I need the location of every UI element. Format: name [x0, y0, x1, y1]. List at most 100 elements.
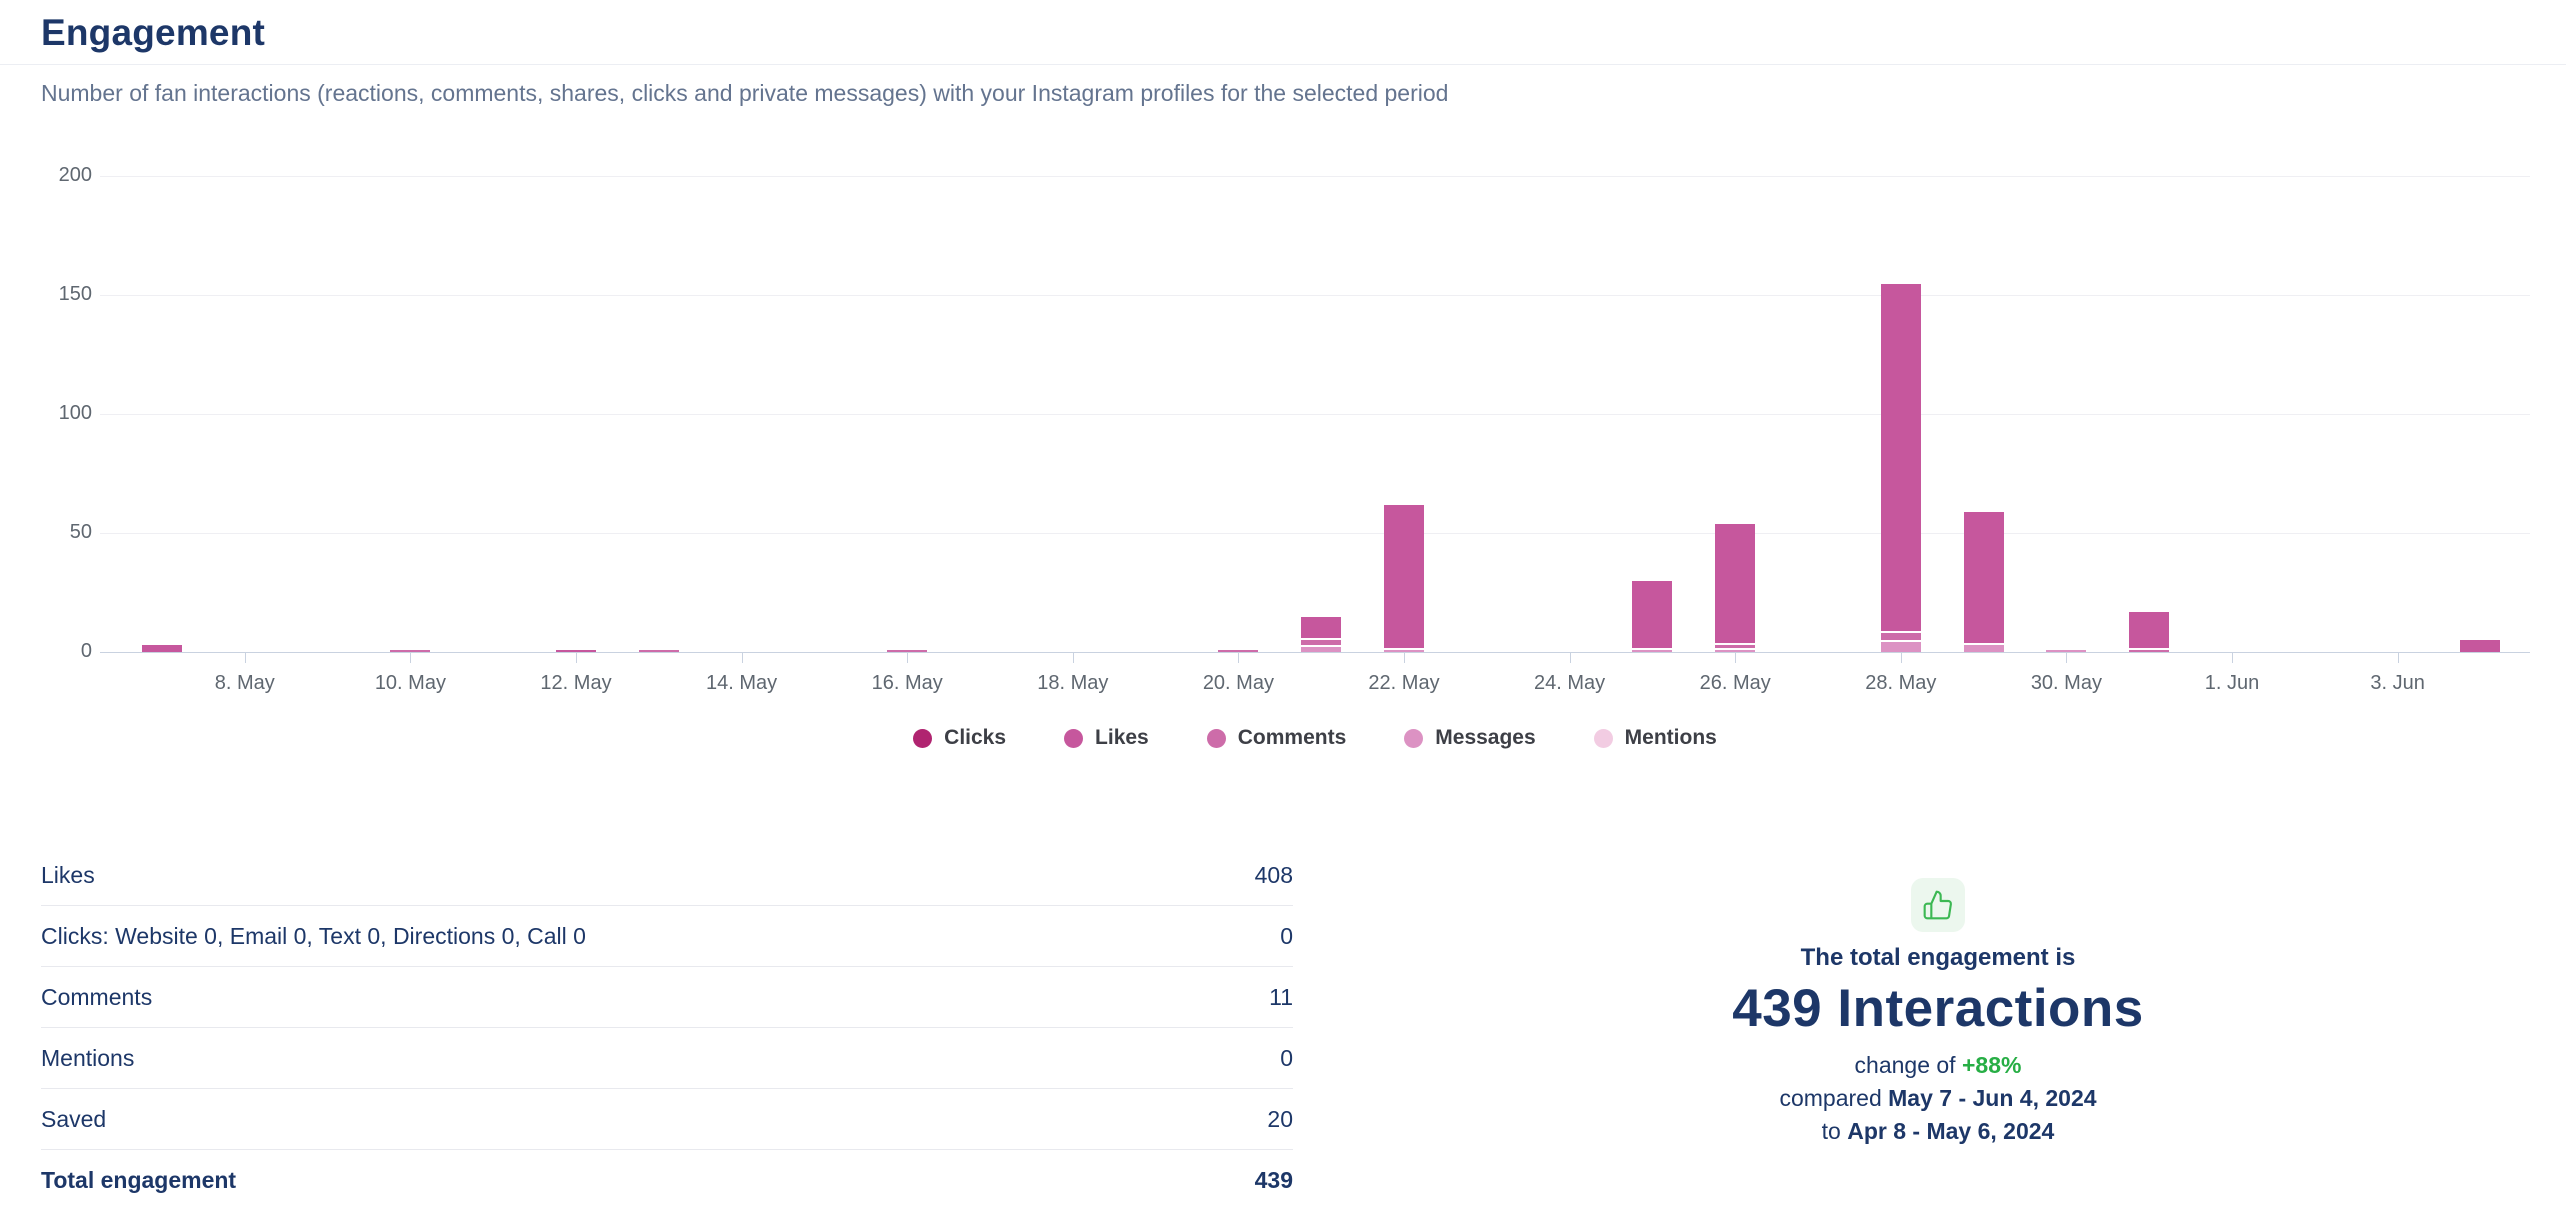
table-row-clicks: Clicks: Website 0, Email 0, Text 0, Dire…: [41, 906, 1293, 967]
engagement-stats-table: Likes 408 Clicks: Website 0, Email 0, Text…: [41, 845, 1293, 1210]
header-divider: [0, 64, 2566, 65]
bar-4-jun[interactable]: [2460, 640, 2501, 652]
bar-7-may[interactable]: [142, 644, 182, 652]
y-axis-label: 50: [69, 521, 92, 543]
summary-caption: The total engagement is: [1800, 944, 2076, 971]
legend-dot-likes: [1064, 728, 1084, 748]
x-axis-label: 22. May: [1368, 672, 1440, 694]
previous-period: Apr 8 - May 6, 2024: [1847, 1118, 2055, 1144]
bar-segment-comments: [1301, 640, 1342, 646]
stat-value: 20: [1267, 1105, 1293, 1132]
stat-value: 0: [1280, 1044, 1293, 1071]
gridline-y-50: [100, 533, 2530, 534]
x-axis-tick: [1238, 652, 1240, 663]
total-engagement-summary: The total engagement is 439 Interactions…: [1638, 878, 2238, 1148]
bar-segment-likes: [2460, 640, 2501, 652]
legend-item-mentions[interactable]: Mentions: [1593, 726, 1717, 750]
change-percent: +88%: [1961, 1052, 2022, 1078]
bar-segment-messages: [1384, 649, 1424, 652]
x-axis-tick: [907, 652, 909, 663]
table-row-saved: Saved 20: [41, 1089, 1293, 1150]
thumbs-up-icon: [1923, 890, 1952, 920]
y-axis-label: 0: [80, 640, 92, 662]
x-axis-label: 1. Jun: [2204, 672, 2260, 694]
bar-12-may[interactable]: [556, 649, 596, 652]
stat-value: 0: [1280, 922, 1293, 949]
table-row-total-engagement: Total engagement 439: [41, 1150, 1293, 1210]
bar-segment-messages: [1301, 647, 1342, 652]
bar-28-may[interactable]: [1880, 283, 1921, 652]
bar-30-may[interactable]: [2046, 649, 2087, 652]
bar-segment-messages: [1715, 649, 1756, 652]
x-axis-tick: [1900, 652, 1902, 663]
gridline-y-0: [100, 652, 2530, 653]
bar-21-may[interactable]: [1301, 617, 1342, 652]
x-axis-label: 24. May: [1534, 672, 1606, 694]
bar-22-may[interactable]: [1384, 504, 1424, 652]
x-axis-label: 26. May: [1699, 672, 1771, 694]
summary-details: change of +88% compared May 7 - Jun 4, 2…: [1638, 1049, 2238, 1148]
legend-item-clicks[interactable]: Clicks: [913, 726, 1006, 750]
bar-31-may[interactable]: [2129, 611, 2170, 652]
x-axis-label: 14. May: [706, 672, 778, 694]
total-interactions-value: 439 Interactions: [1732, 979, 2144, 1038]
bar-segment-likes: [1880, 283, 1921, 632]
bar-segment-messages: [2046, 649, 2087, 652]
x-axis-label: 28. May: [1865, 672, 1937, 694]
legend-item-likes[interactable]: Likes: [1064, 726, 1149, 750]
page-subtitle: Number of fan interactions (reactions, c…: [41, 80, 1449, 106]
stat-label: Likes: [41, 861, 95, 888]
x-axis-tick: [1404, 652, 1405, 663]
bar-segment-likes: [2129, 611, 2170, 648]
x-axis-tick: [1072, 652, 1074, 663]
bar-25-may[interactable]: [1632, 580, 1673, 652]
y-axis-label: 150: [58, 283, 92, 305]
x-axis-tick: [1735, 652, 1737, 663]
bar-29-may[interactable]: [1963, 511, 2004, 652]
bar-segment-comments: [2129, 649, 2170, 652]
y-axis-label: 200: [58, 164, 92, 186]
x-axis-tick: [2397, 652, 2399, 663]
change-prefix: change of: [1854, 1052, 1962, 1078]
to-prefix: to: [1821, 1118, 1848, 1144]
bar-segment-likes: [556, 649, 596, 652]
bar-segment-messages: [1880, 642, 1921, 652]
x-axis-label: 12. May: [540, 672, 612, 694]
legend-dot-comments: [1206, 728, 1226, 748]
legend-label: Clicks: [944, 726, 1007, 749]
legend-label: Comments: [1237, 726, 1347, 749]
legend-dot-messages: [1404, 728, 1424, 748]
bar-16-may[interactable]: [887, 649, 928, 652]
gridline-y-200: [100, 176, 2530, 177]
chart-legend: Clicks Likes Comments Messages Mentions: [100, 726, 2530, 750]
legend-item-comments[interactable]: Comments: [1206, 726, 1347, 750]
x-axis-label: 20. May: [1202, 672, 1274, 694]
current-period: May 7 - Jun 4, 2024: [1888, 1085, 2097, 1111]
bar-segment-comments: [1218, 649, 1259, 652]
bar-10-may[interactable]: [390, 649, 431, 652]
bar-segment-messages: [1963, 644, 2004, 652]
bar-13-may[interactable]: [638, 649, 679, 652]
x-axis-tick: [741, 652, 743, 663]
bar-26-may[interactable]: [1715, 524, 1756, 652]
x-axis-tick: [2232, 652, 2233, 663]
x-axis-label: 18. May: [1037, 672, 1109, 694]
x-axis-label: 30. May: [2030, 672, 2102, 694]
stat-label: Mentions: [41, 1044, 135, 1071]
stat-label: Saved: [41, 1105, 107, 1132]
bar-segment-messages: [1632, 649, 1673, 652]
legend-label: Mentions: [1624, 726, 1717, 749]
bar-segment-comments: [1880, 633, 1921, 641]
bar-segment-comments: [390, 649, 431, 652]
gridline-y-100: [100, 414, 2530, 415]
x-axis-tick: [410, 652, 412, 663]
x-axis-label: 10. May: [374, 672, 446, 694]
legend-item-messages[interactable]: Messages: [1404, 726, 1536, 750]
table-row-likes: Likes 408: [41, 845, 1293, 906]
bar-20-may[interactable]: [1218, 649, 1259, 652]
x-axis-label: 8. May: [214, 672, 275, 694]
thumbs-up-icon-bg: [1911, 878, 1965, 932]
page-title: Engagement: [41, 12, 266, 53]
stat-value: 11: [1269, 983, 1293, 1010]
